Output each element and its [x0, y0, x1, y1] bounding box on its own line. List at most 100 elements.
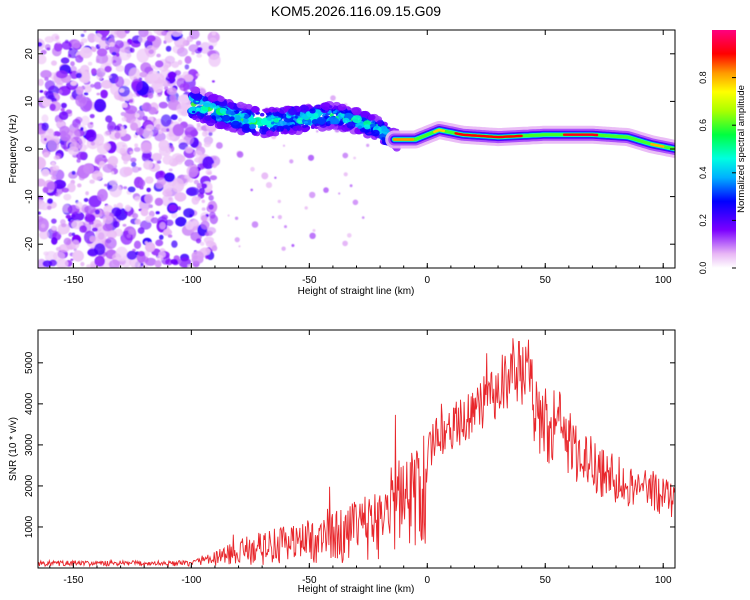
ridge-blob	[249, 123, 257, 130]
noise-blob	[95, 58, 100, 64]
noise-blob	[108, 75, 112, 79]
ridge-blob	[380, 125, 388, 132]
noise-blob	[60, 57, 70, 64]
noise-blob	[138, 30, 149, 38]
noise-blob	[111, 54, 122, 67]
ridge-blob	[196, 107, 201, 112]
ridge-blob	[265, 130, 274, 137]
noise-blob	[186, 186, 200, 197]
noise-blob	[108, 184, 113, 190]
ridge-blob	[381, 137, 386, 141]
noise-blob	[115, 246, 128, 262]
noise-blob	[102, 223, 113, 232]
noise-blob	[159, 234, 164, 240]
noise-blob	[342, 152, 349, 159]
ridge-blob	[357, 125, 363, 129]
noise-blob	[93, 81, 102, 90]
colorbar-tick-label: 0.6	[698, 119, 708, 132]
noise-blob	[38, 211, 41, 215]
noise-blob	[128, 99, 134, 103]
noise-blob	[124, 204, 131, 212]
snr-series-line	[38, 338, 675, 568]
noise-blob	[102, 215, 114, 224]
noise-blob	[80, 115, 90, 126]
noise-blob	[170, 30, 183, 37]
ridge-blob	[225, 109, 232, 115]
noise-blob	[98, 40, 110, 49]
spectrogram-marks	[38, 30, 675, 268]
noise-blob	[147, 70, 160, 82]
ridge-blob	[270, 121, 275, 125]
ridge-blob	[222, 111, 227, 115]
noise-blob	[148, 49, 154, 54]
noise-blob	[80, 261, 85, 267]
noise-blob	[160, 114, 172, 127]
ridge-blob	[266, 124, 271, 128]
noise-blob	[146, 187, 151, 193]
noise-blob	[83, 92, 89, 96]
noise-blob	[53, 131, 61, 137]
spectrogram-y-label: Frequency (Hz)	[8, 115, 19, 184]
noise-blob	[163, 228, 173, 236]
noise-blob	[87, 61, 93, 66]
noise-blob	[176, 102, 189, 116]
ridge-blob	[276, 125, 284, 132]
noise-blob	[145, 176, 154, 184]
noise-blob	[309, 191, 316, 199]
noise-blob	[85, 213, 91, 217]
noise-blob	[53, 42, 63, 52]
noise-blob	[161, 31, 168, 36]
noise-blob	[61, 223, 67, 228]
noise-blob	[116, 30, 127, 39]
noise-blob	[209, 211, 216, 219]
noise-blob	[55, 192, 61, 197]
noise-blob	[140, 262, 144, 267]
noise-blob	[82, 70, 89, 78]
noise-blob	[191, 196, 200, 205]
noise-blob	[174, 192, 187, 202]
noise-blob	[109, 130, 122, 141]
ridge-blob	[277, 114, 282, 117]
ridge-blob	[229, 116, 235, 121]
noise-blob	[205, 254, 210, 259]
noise-blob	[55, 70, 68, 79]
noise-blob	[70, 80, 77, 86]
noise-blob	[109, 44, 120, 56]
y-tick-label: 3000	[24, 433, 35, 456]
noise-blob	[130, 47, 135, 53]
noise-blob	[91, 46, 97, 53]
noise-blob	[171, 212, 178, 219]
ridge-blob	[342, 125, 346, 128]
noise-blob	[143, 160, 154, 170]
snr-y-label: SNR (10 * v/v)	[8, 417, 19, 481]
colorbar-ticks: 0.0 0.2 0.4 0.6 0.8	[698, 71, 736, 274]
noise-blob	[79, 47, 93, 59]
x-tick-label: 50	[540, 575, 552, 586]
noise-blob	[47, 138, 60, 152]
noise-blob	[188, 44, 200, 53]
noise-blob	[140, 142, 152, 154]
noise-blob	[211, 80, 215, 83]
ridge-blob	[367, 114, 376, 121]
ridge-blob	[211, 115, 216, 119]
noise-blob	[304, 206, 308, 210]
noise-blob	[68, 128, 81, 143]
noise-blob	[307, 154, 315, 161]
noise-blob	[175, 216, 187, 227]
noise-blob	[85, 191, 89, 196]
noise-blob	[171, 240, 178, 248]
noise-blob	[131, 78, 143, 92]
noise-blob	[176, 47, 188, 57]
noise-blob	[197, 47, 203, 52]
noise-blob	[137, 251, 145, 257]
noise-blob	[38, 178, 46, 187]
noise-blob	[111, 207, 122, 217]
ridge-hot-segment	[454, 132, 523, 139]
noise-blob	[353, 156, 356, 160]
noise-blob	[210, 54, 214, 59]
noise-blob	[113, 204, 117, 208]
noise-blob	[162, 155, 174, 165]
noise-blob	[208, 53, 221, 67]
ridge-blob	[195, 118, 201, 122]
